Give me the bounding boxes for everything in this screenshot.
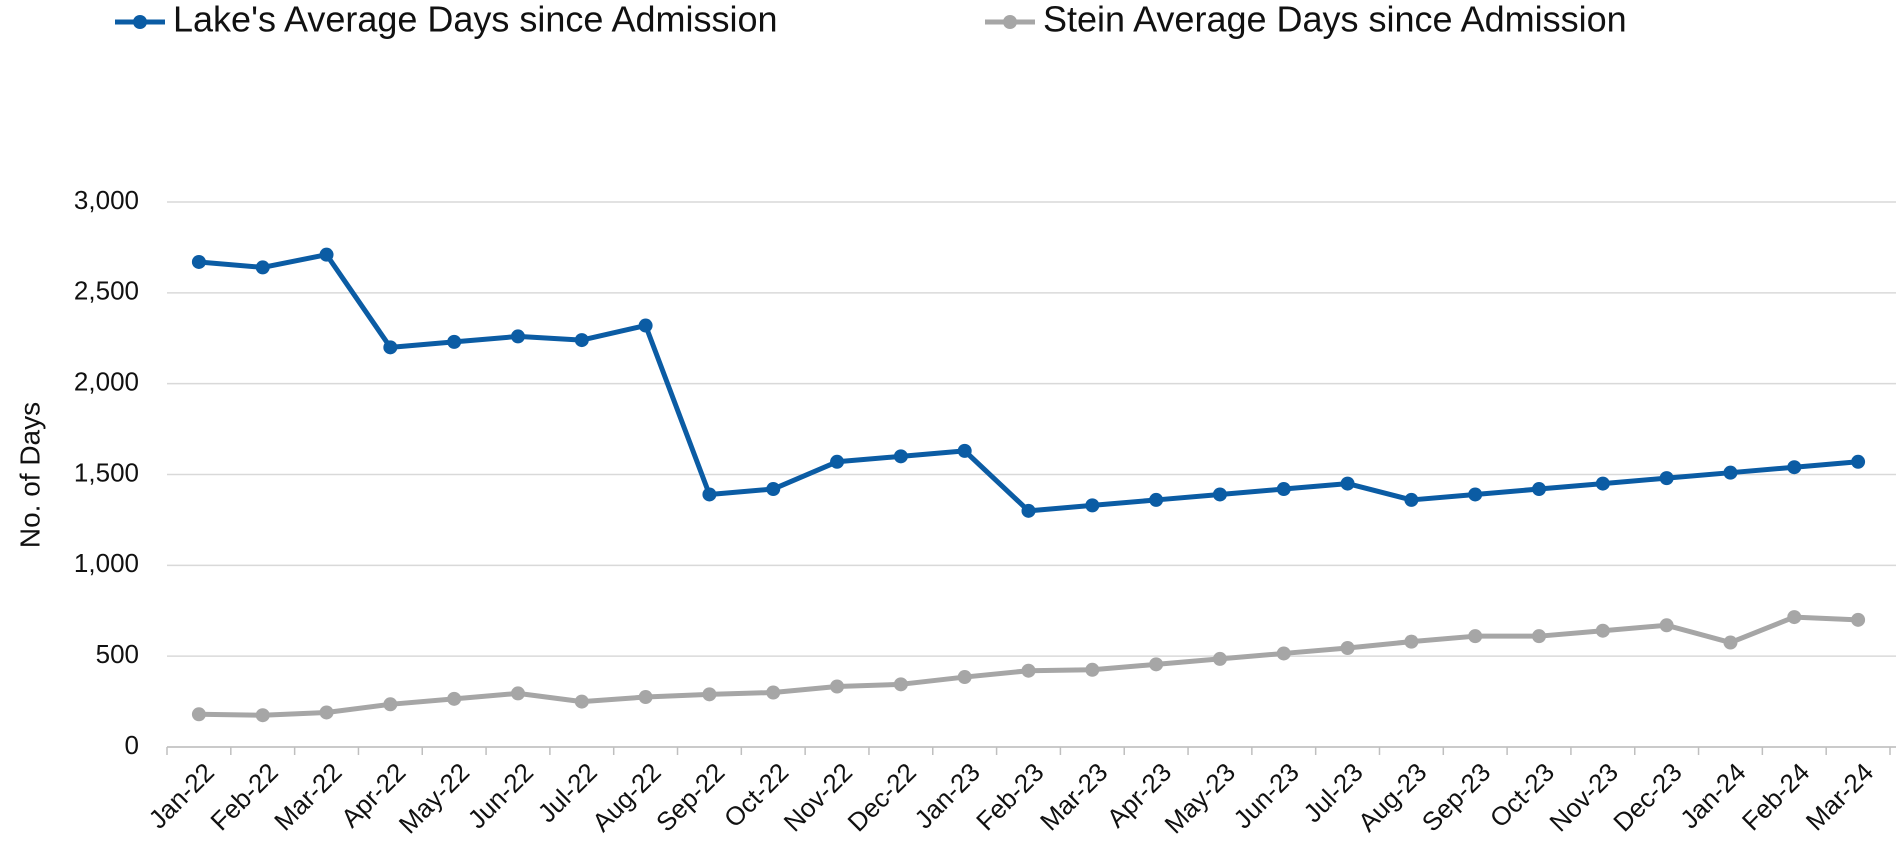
data-point	[1149, 657, 1164, 672]
data-point	[255, 260, 270, 275]
data-point	[766, 685, 781, 700]
legend-marker	[133, 15, 147, 29]
legend-label: Stein Average Days since Admission	[1043, 0, 1627, 40]
data-point	[1276, 646, 1291, 661]
data-point	[1404, 634, 1419, 649]
data-point	[1723, 465, 1738, 480]
y-tick-label: 2,500	[74, 276, 139, 306]
data-point	[893, 677, 908, 692]
y-tick-label: 0	[125, 730, 139, 760]
x-tick-label: Feb-24	[1736, 757, 1815, 836]
data-point	[766, 482, 781, 497]
data-point	[1468, 629, 1483, 644]
data-point	[574, 694, 589, 709]
x-tick-label: Dec-22	[841, 757, 921, 837]
y-tick-label: 3,000	[74, 185, 139, 215]
data-point	[1532, 629, 1547, 644]
x-tick-label: Aug-22	[586, 757, 666, 837]
x-tick-label: May-23	[1159, 757, 1242, 840]
data-point	[1340, 640, 1355, 655]
x-tick-label: Mar-23	[1034, 757, 1113, 836]
data-point	[638, 690, 653, 705]
x-tick-label: Mar-24	[1800, 757, 1879, 836]
y-axis-title: No. of Days	[14, 402, 45, 548]
data-point	[1404, 492, 1419, 507]
data-point	[191, 707, 206, 722]
data-point	[1021, 503, 1036, 518]
legend-marker	[1003, 15, 1017, 29]
data-point	[574, 333, 589, 348]
x-tick-label: Mar-22	[268, 757, 347, 836]
data-point	[1340, 476, 1355, 491]
data-point	[255, 708, 270, 723]
data-point	[1723, 635, 1738, 650]
y-tick-label: 1,000	[74, 548, 139, 578]
legend-label: Lake's Average Days since Admission	[173, 0, 778, 40]
data-point	[1532, 482, 1547, 497]
x-tick-label: Sep-23	[1416, 757, 1496, 837]
data-point	[702, 687, 717, 702]
x-tick-label: Dec-23	[1607, 757, 1687, 837]
data-point	[1851, 612, 1866, 627]
data-point	[957, 443, 972, 458]
data-point	[1659, 618, 1674, 633]
y-tick-label: 2,000	[74, 367, 139, 397]
y-tick-label: 500	[96, 639, 139, 669]
x-tick-label: Feb-23	[970, 757, 1049, 836]
data-point	[638, 318, 653, 333]
data-point	[383, 697, 398, 712]
data-point	[893, 449, 908, 464]
x-tick-label: Feb-22	[204, 757, 283, 836]
data-point	[1595, 476, 1610, 491]
data-point	[319, 705, 334, 720]
x-tick-label: Aug-23	[1352, 757, 1432, 837]
data-point	[319, 247, 334, 262]
data-point	[1212, 487, 1227, 502]
data-point	[1595, 623, 1610, 638]
x-tick-label: May-22	[393, 757, 476, 840]
data-point	[510, 329, 525, 344]
data-point	[1787, 610, 1802, 625]
x-tick-label: Nov-23	[1543, 757, 1623, 837]
data-point	[1212, 651, 1227, 666]
data-point	[1468, 487, 1483, 502]
x-tick-label: Jan-23	[908, 757, 985, 834]
data-point	[1085, 662, 1100, 677]
x-tick-label: Jun-22	[462, 757, 539, 834]
y-tick-label: 1,500	[74, 457, 139, 487]
data-point	[702, 487, 717, 502]
data-point	[510, 686, 525, 701]
x-tick-label: Jan-22	[143, 757, 220, 834]
data-point	[830, 679, 845, 694]
data-point	[830, 454, 845, 469]
data-point	[1085, 498, 1100, 513]
data-point	[1149, 492, 1164, 507]
data-point	[957, 670, 972, 685]
x-tick-label: Jun-23	[1227, 757, 1304, 834]
data-point	[1276, 482, 1291, 497]
data-point	[1659, 471, 1674, 486]
data-point	[447, 334, 462, 349]
data-point	[191, 254, 206, 269]
x-tick-label: Nov-22	[778, 757, 858, 837]
x-tick-label: Jan-24	[1674, 757, 1751, 834]
data-point	[1787, 460, 1802, 475]
x-tick-label: Sep-22	[650, 757, 730, 837]
data-point	[1021, 663, 1036, 678]
data-point	[1851, 454, 1866, 469]
data-point	[447, 691, 462, 706]
data-point	[383, 340, 398, 355]
